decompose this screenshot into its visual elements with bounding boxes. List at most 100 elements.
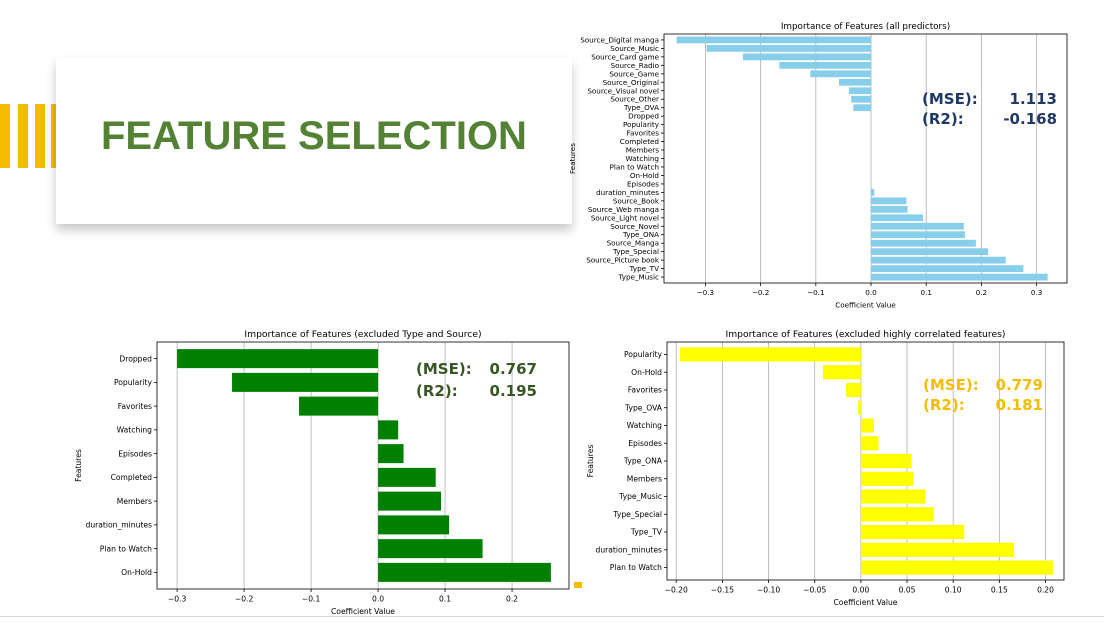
- bar: [860, 507, 934, 522]
- y-tick-label: Dropped: [119, 354, 152, 363]
- x-tick-label: 0.20: [1037, 586, 1054, 595]
- bar: [871, 273, 1048, 281]
- bar: [871, 265, 1024, 272]
- y-tick-label: Watching: [117, 426, 153, 435]
- metric-value: 0.767: [490, 360, 537, 378]
- y-tick-label: Favorites: [628, 386, 662, 395]
- y-tick-label: Source_Music: [610, 44, 659, 53]
- chart-title: Importance of Features (all predictors): [781, 22, 950, 32]
- accent-bar: [35, 104, 45, 168]
- y-tick-label: Plan to Watch: [100, 544, 152, 553]
- y-axis-label: Features: [568, 143, 577, 174]
- bar: [232, 372, 379, 392]
- y-tick-label: Dropped: [628, 112, 659, 121]
- x-tick-label: 0.1: [921, 288, 932, 297]
- x-tick-label: 0.0: [865, 288, 877, 297]
- y-tick-label: Type_OVA: [624, 403, 663, 412]
- bar: [676, 36, 872, 44]
- bar: [860, 436, 879, 451]
- y-tick-label: Members: [117, 497, 152, 506]
- y-tick-label: Source_Other: [610, 95, 659, 104]
- x-tick-label: 0.3: [1031, 288, 1042, 297]
- bar: [378, 562, 551, 582]
- y-tick-label: Popularity: [624, 350, 663, 359]
- metric-value: 0.195: [490, 382, 537, 400]
- bar: [853, 104, 872, 112]
- y-tick-label: Type_OVA: [623, 103, 659, 112]
- y-tick-label: Members: [626, 146, 660, 155]
- bar: [839, 78, 872, 86]
- y-tick-label: Popularity: [114, 378, 153, 387]
- y-tick-label: Source_Card game: [591, 52, 659, 61]
- x-tick-label: −0.3: [697, 288, 714, 297]
- bar: [823, 365, 861, 380]
- y-tick-label: Plan to Watch: [610, 563, 662, 572]
- y-tick-label: Watching: [626, 154, 660, 163]
- bar: [860, 489, 926, 504]
- bar: [378, 539, 483, 559]
- y-tick-label: Completed: [111, 473, 153, 482]
- y-tick-label: Type_TV: [629, 264, 659, 273]
- y-tick-label: Type_Special: [612, 510, 662, 519]
- title-card: [56, 58, 572, 224]
- metric-value: 0.181: [996, 396, 1043, 414]
- bar: [810, 70, 872, 78]
- y-tick-label: Favorites: [627, 129, 660, 138]
- accent-bar: [0, 104, 10, 168]
- bar: [706, 45, 872, 52]
- bar: [860, 471, 914, 486]
- x-tick-label: 0.05: [899, 586, 916, 595]
- y-tick-label: Plan to Watch: [610, 162, 659, 171]
- y-tick-label: duration_minutes: [596, 188, 659, 197]
- bar: [378, 515, 450, 535]
- x-tick-label: −0.15: [711, 586, 734, 595]
- y-tick-label: Source_Original: [603, 78, 659, 87]
- bar: [871, 205, 908, 213]
- x-axis-label: Coefficient Value: [835, 300, 896, 309]
- x-tick-label: −0.10: [757, 586, 780, 595]
- x-tick-label: −0.20: [665, 586, 688, 595]
- metric-label: (R2):: [922, 110, 964, 128]
- y-tick-label: Members: [627, 474, 662, 483]
- metric-label: (MSE):: [416, 360, 472, 378]
- y-tick-label: Episodes: [118, 449, 152, 458]
- bar: [871, 231, 965, 239]
- y-tick-label: Type_ONA: [623, 457, 663, 466]
- bar: [378, 467, 436, 487]
- x-tick-label: −0.2: [235, 595, 254, 604]
- plot-frame: [156, 341, 570, 590]
- y-tick-label: On-Hold: [630, 171, 659, 180]
- chart-title: Importance of Features (excluded Type an…: [244, 329, 481, 340]
- bar: [871, 197, 907, 205]
- bar: [871, 248, 989, 256]
- bar: [378, 491, 442, 511]
- x-tick-label: 0.2: [506, 595, 518, 604]
- y-tick-label: Completed: [620, 137, 659, 146]
- y-tick-label: Type_Music: [618, 492, 662, 501]
- y-axis-label: Features: [586, 445, 595, 478]
- y-tick-label: Type_Special: [612, 247, 659, 256]
- bar: [177, 349, 379, 369]
- bar: [860, 418, 874, 433]
- bar: [851, 95, 872, 103]
- y-tick-label: Popularity: [623, 120, 660, 129]
- y-tick-label: Episodes: [628, 439, 662, 448]
- slide-title: FEATURE SELECTION: [101, 114, 527, 158]
- y-tick-label: duration_minutes: [86, 521, 153, 530]
- x-tick-label: −0.05: [803, 586, 826, 595]
- y-tick-label: Watching: [627, 421, 663, 430]
- small-accent-square: [574, 582, 582, 588]
- bar: [871, 214, 923, 222]
- bar: [860, 524, 965, 540]
- y-tick-label: On-Hold: [121, 568, 152, 577]
- bar: [860, 453, 912, 469]
- y-tick-label: Source_Digital manga: [580, 35, 659, 44]
- y-tick-label: Source_Game: [609, 69, 659, 78]
- metric-value: 0.779: [996, 376, 1043, 394]
- bottom-rule: [0, 616, 1104, 617]
- y-tick-label: Source_Visual novel: [587, 86, 659, 95]
- bar: [299, 396, 379, 416]
- metric-label: (R2):: [416, 382, 458, 400]
- chart-title: Importance of Features (excluded highly …: [726, 329, 1006, 340]
